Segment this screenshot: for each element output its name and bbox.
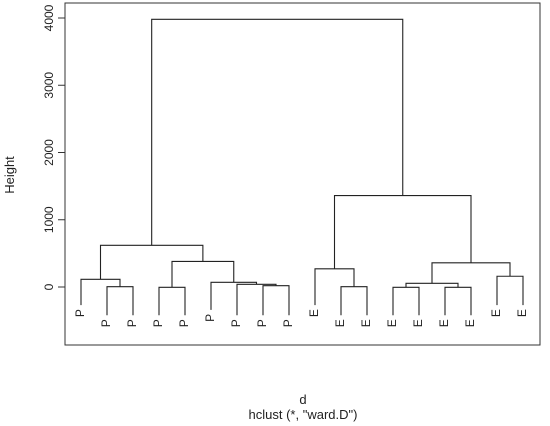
dendrogram-merge bbox=[171, 260, 235, 288]
leaf-label: E bbox=[411, 319, 425, 327]
dendrogram-tree bbox=[80, 18, 524, 316]
leaf-label: P bbox=[151, 319, 165, 327]
y-tick-label: 0 bbox=[42, 283, 56, 290]
dendrogram-merge bbox=[405, 282, 459, 288]
leaf-label: E bbox=[515, 309, 529, 317]
dendrogram-merge bbox=[80, 278, 121, 306]
dendrogram-merge bbox=[262, 285, 290, 316]
y-tick-label: 3000 bbox=[42, 72, 56, 99]
leaf-label: P bbox=[255, 319, 269, 327]
dendrogram-merge bbox=[340, 286, 368, 316]
dendrogram-merge bbox=[496, 275, 524, 306]
leaf-label: E bbox=[385, 319, 399, 327]
dendrogram-merge bbox=[392, 286, 420, 316]
x-axis-title: d bbox=[299, 392, 306, 407]
dendrogram-merge bbox=[151, 18, 404, 246]
leaf-label: E bbox=[489, 309, 503, 317]
leaf-label: E bbox=[307, 309, 321, 317]
plot-subtitle: hclust (*, "ward.D") bbox=[249, 407, 358, 422]
dendrogram-merge bbox=[431, 262, 511, 284]
dendrogram-merge bbox=[158, 286, 186, 316]
plot-frame bbox=[64, 2, 541, 346]
leaf-label: E bbox=[463, 319, 477, 327]
leaf-labels: P P P P P P P P P E E E E E E E E E bbox=[73, 309, 529, 327]
dendrogram-merge bbox=[99, 244, 204, 280]
y-axis-ticks: 0 1000 2000 3000 4000 bbox=[42, 4, 65, 290]
dendrogram-merge bbox=[210, 281, 258, 310]
leaf-label: E bbox=[359, 319, 373, 327]
leaf-label: E bbox=[437, 319, 451, 327]
y-tick-label: 1000 bbox=[42, 206, 56, 233]
leaf-label: P bbox=[281, 319, 295, 327]
y-axis-title: Height bbox=[2, 156, 17, 194]
dendrogram-merge bbox=[444, 286, 472, 316]
leaf-label: P bbox=[73, 309, 87, 317]
leaf-label: P bbox=[99, 319, 113, 327]
leaf-label: E bbox=[333, 319, 347, 327]
dendrogram-merge bbox=[106, 286, 134, 316]
leaf-label: P bbox=[229, 319, 243, 327]
leaf-label: P bbox=[177, 319, 191, 327]
y-tick-label: 2000 bbox=[42, 139, 56, 166]
dendrogram-merge bbox=[333, 194, 472, 269]
dendrogram-merge bbox=[236, 283, 277, 316]
leaf-label: P bbox=[203, 314, 217, 322]
leaf-label: P bbox=[125, 319, 139, 327]
y-tick-label: 4000 bbox=[42, 4, 56, 31]
